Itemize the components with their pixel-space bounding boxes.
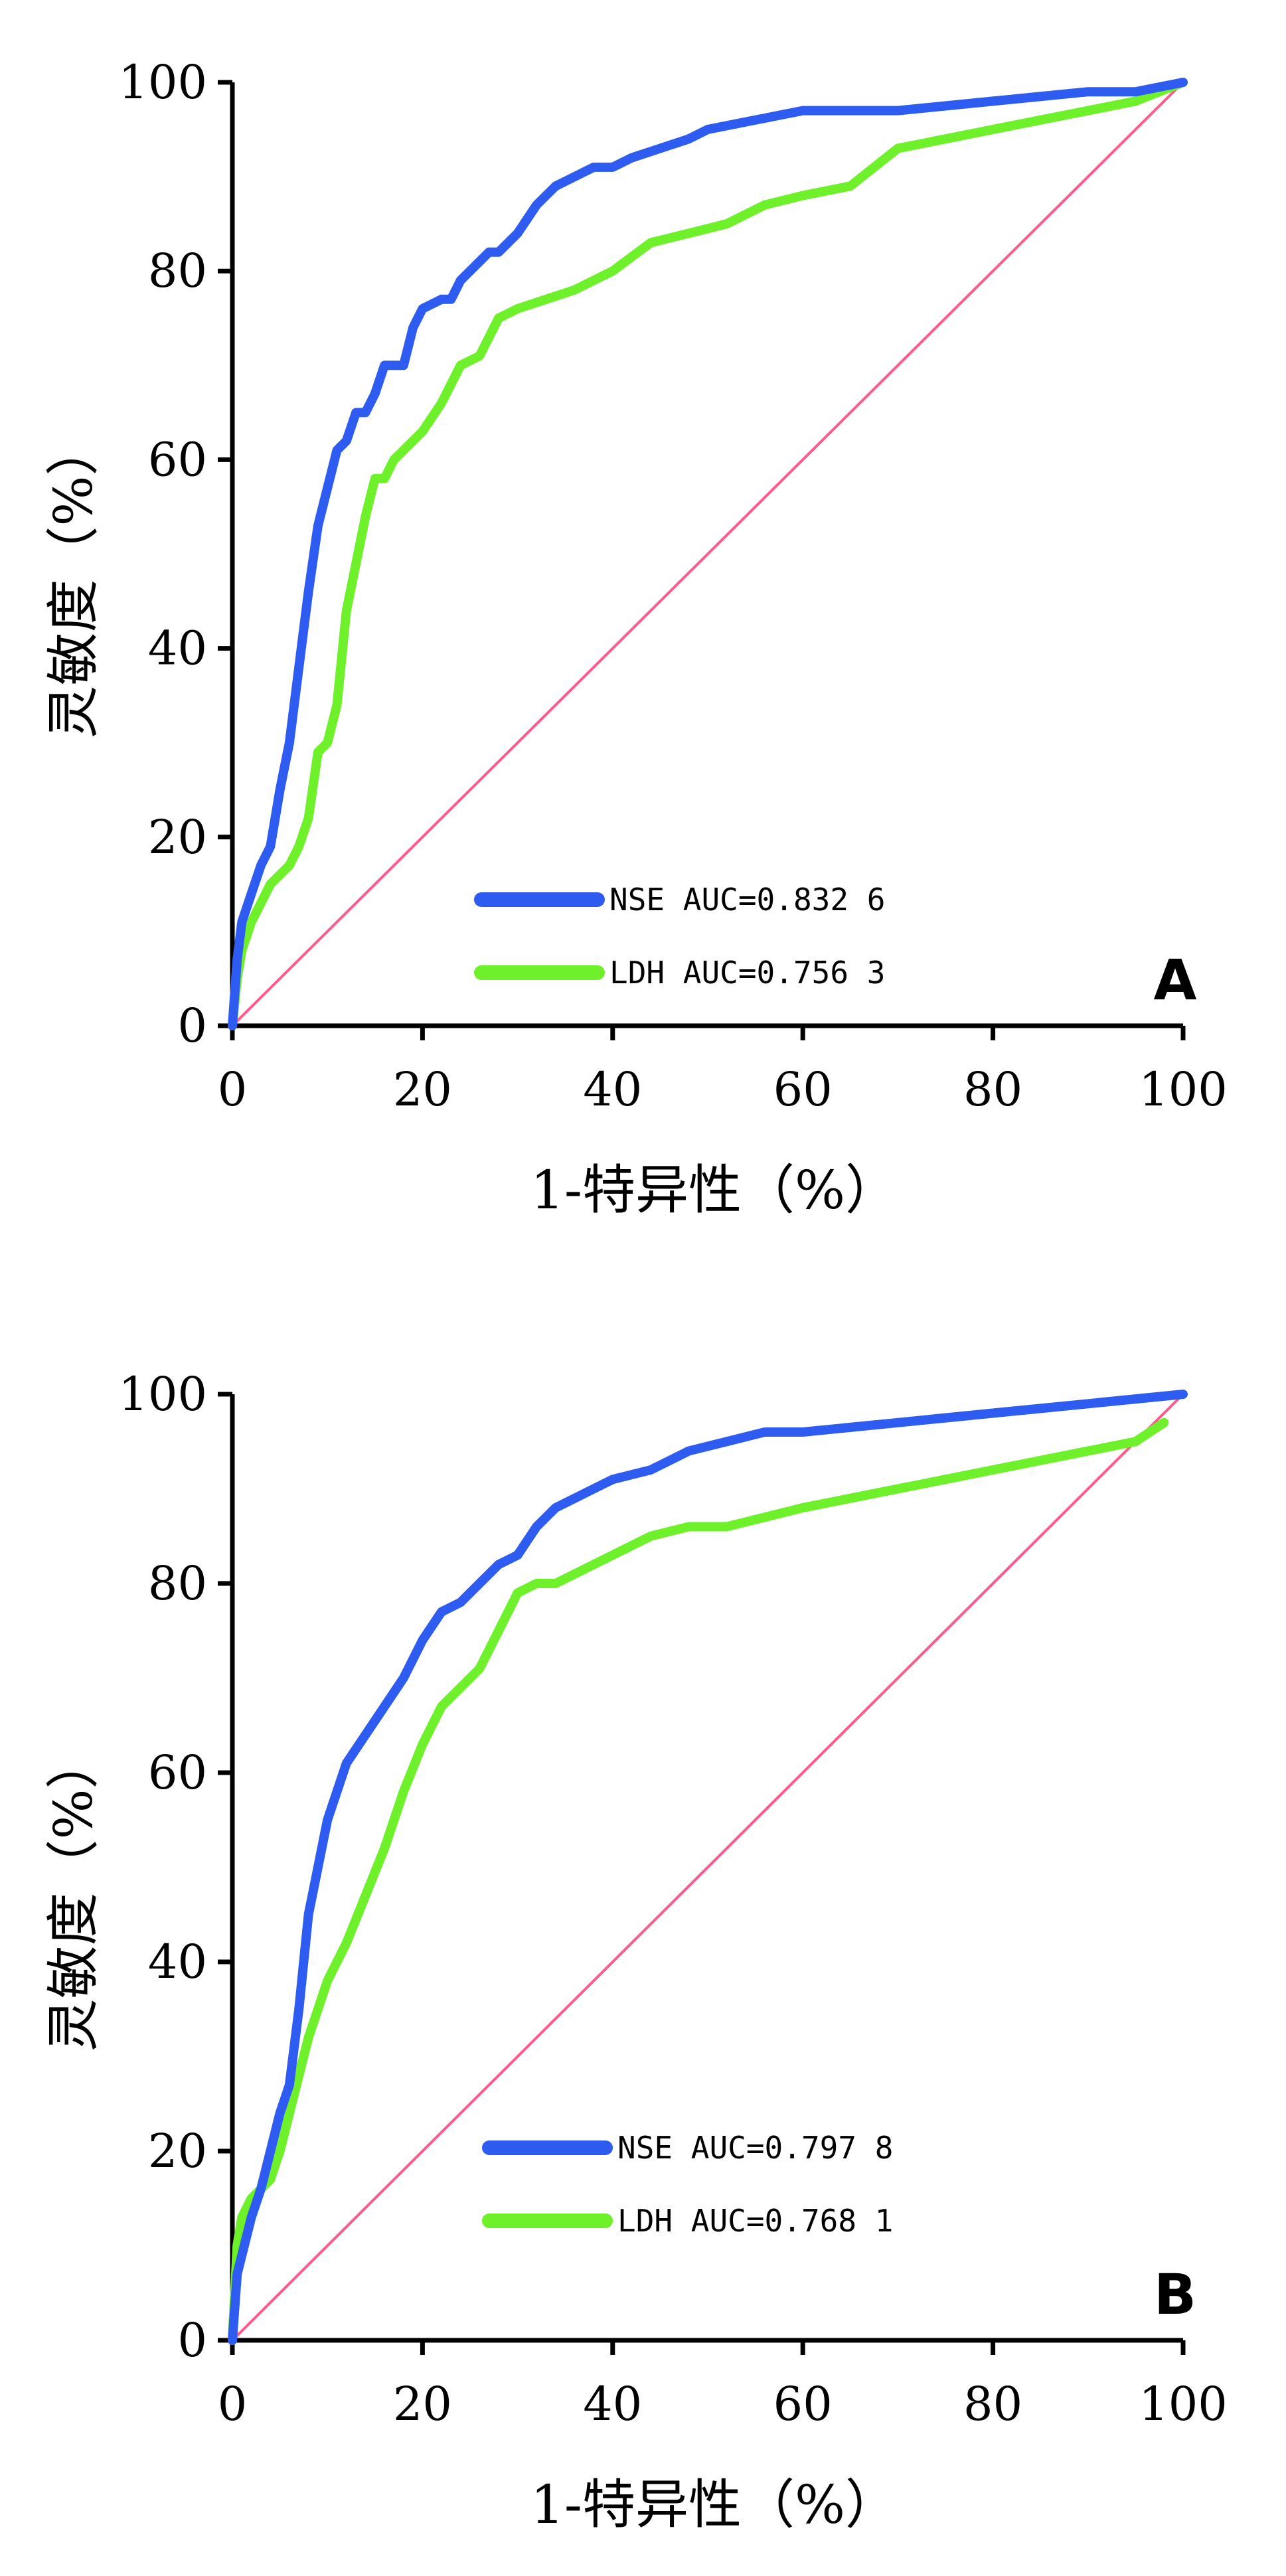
chart-a-y-axis-title: 灵敏度（%） [42,422,104,738]
chart-a-y-tick-label: 0 [177,999,207,1053]
chart-b: 0 20 40 60 80 100 0 20 40 60 80 100 1-特异性（%） 灵敏度（%） NS… [42,1367,1228,2536]
chart-b-x-tick-label: 80 [963,2377,1022,2431]
chart-a-x-tick-label: 20 [393,1062,452,1117]
chart-b-y-tick-label: 100 [118,1367,207,1421]
chart-b-y-tick-label: 40 [148,1935,207,1989]
chart-a-x-tick-label: 60 [773,1062,833,1117]
chart-a-legend-label-ldh: LDH AUC=0.756 3 [609,955,885,991]
chart-b-y-tick-label: 60 [148,1745,207,1800]
chart-b-y-tick-label: 20 [148,2124,207,2178]
chart-a: 0 20 40 60 80 100 0 20 40 60 80 100 1-特异性（%） 灵敏度（%） NS… [42,55,1228,1221]
chart-a-x-tick-label: 80 [963,1062,1022,1117]
chart-a-y-tick-label: 100 [118,55,207,110]
chart-b-x-tick-label: 20 [393,2377,452,2431]
chart-a-x-axis-title: 1-特异性（%） [530,1159,898,1221]
chart-b-x-axis-title: 1-特异性（%） [530,2474,898,2536]
chart-b-x-tick-label: 60 [773,2377,833,2431]
chart-a-ldh-curve [228,78,1188,1030]
chart-b-reference-line [231,1393,1184,2342]
chart-b-x-tick-label: 0 [218,2377,248,2431]
chart-a-x-tick-label: 100 [1139,1062,1228,1117]
chart-a-x-tick-label: 40 [583,1062,642,1117]
chart-a-nse-curve [228,78,1188,1030]
chart-b-x-tick-label: 40 [583,2377,642,2431]
chart-b-panel-label: B [1154,2262,1196,2327]
chart-a-legend-label-nse: NSE AUC=0.832 6 [609,882,885,918]
chart-b-nse-curve [228,1390,1188,2345]
chart-b-legend-label-nse: NSE AUC=0.797 8 [617,2130,893,2166]
chart-b-ldh-curve [228,1417,1169,2345]
chart-b-y-tick-label: 0 [177,2313,207,2368]
chart-a-y-tick-label: 20 [148,810,207,864]
chart-b-x-tick-label: 100 [1139,2377,1228,2431]
chart-b-legend-label-ldh: LDH AUC=0.768 1 [617,2203,893,2239]
chart-b-y-axis-title: 灵敏度（%） [42,1735,104,2052]
chart-a-reference-line [231,81,1184,1027]
chart-a-y-tick-label: 80 [148,244,207,298]
chart-a-y-tick-label: 40 [148,621,207,676]
chart-a-panel-label: A [1153,947,1196,1012]
chart-a-x-tick-label: 0 [218,1062,248,1117]
chart-a-y-tick-label: 60 [148,432,207,487]
chart-b-y-tick-label: 80 [148,1556,207,1611]
